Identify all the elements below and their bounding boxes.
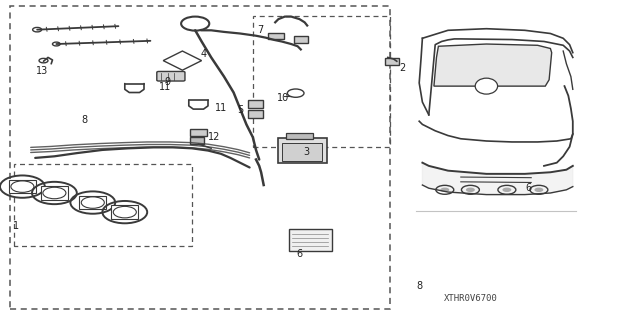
Text: 11: 11 xyxy=(159,82,172,92)
Circle shape xyxy=(534,188,543,192)
Text: 3: 3 xyxy=(303,147,309,158)
Polygon shape xyxy=(422,163,573,195)
Text: 6: 6 xyxy=(525,183,531,193)
FancyBboxPatch shape xyxy=(9,180,36,193)
FancyBboxPatch shape xyxy=(385,58,399,65)
Text: 12: 12 xyxy=(208,131,221,142)
Text: 7: 7 xyxy=(257,25,263,35)
FancyBboxPatch shape xyxy=(190,129,207,136)
FancyBboxPatch shape xyxy=(248,100,263,108)
FancyBboxPatch shape xyxy=(190,137,204,144)
Text: 5: 5 xyxy=(237,105,243,115)
Text: 8: 8 xyxy=(81,115,88,125)
Circle shape xyxy=(466,188,475,192)
FancyBboxPatch shape xyxy=(157,71,185,81)
FancyBboxPatch shape xyxy=(79,196,106,209)
FancyBboxPatch shape xyxy=(286,133,313,139)
Text: 11: 11 xyxy=(214,103,227,114)
Circle shape xyxy=(440,188,449,192)
Ellipse shape xyxy=(475,78,498,94)
Polygon shape xyxy=(434,44,552,86)
FancyBboxPatch shape xyxy=(282,143,322,161)
FancyBboxPatch shape xyxy=(289,229,332,251)
Text: 8: 8 xyxy=(416,280,422,291)
Polygon shape xyxy=(163,51,202,70)
Text: 9: 9 xyxy=(164,77,171,87)
FancyBboxPatch shape xyxy=(268,33,284,39)
Text: XTHR0V6700: XTHR0V6700 xyxy=(444,294,497,303)
Circle shape xyxy=(502,188,511,192)
FancyBboxPatch shape xyxy=(294,36,308,43)
Bar xyxy=(253,16,390,147)
FancyBboxPatch shape xyxy=(41,186,68,200)
Text: 10: 10 xyxy=(277,93,290,103)
Text: 4: 4 xyxy=(200,48,207,59)
FancyBboxPatch shape xyxy=(111,205,138,219)
Text: 2: 2 xyxy=(399,63,405,73)
FancyBboxPatch shape xyxy=(278,138,327,163)
Text: 6: 6 xyxy=(296,249,303,259)
Text: 13: 13 xyxy=(35,66,48,76)
FancyBboxPatch shape xyxy=(248,110,263,118)
Bar xyxy=(10,6,390,309)
Text: 1: 1 xyxy=(13,221,19,232)
